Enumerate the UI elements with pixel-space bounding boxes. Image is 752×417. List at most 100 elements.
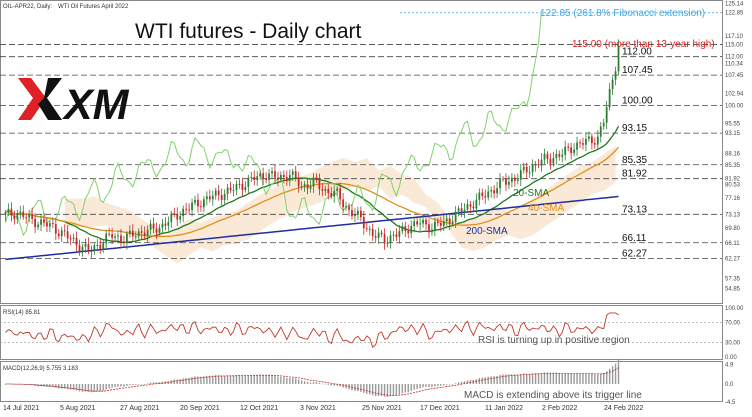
candle-body bbox=[208, 196, 211, 200]
price-tick-117.10: 117.10 bbox=[725, 34, 744, 40]
rsi-label: RSI(14) 85.81 bbox=[3, 310, 41, 316]
macd-histogram-bar bbox=[333, 384, 335, 386]
macd-histogram-bar bbox=[481, 377, 483, 384]
level-label-112.00: 112.00 bbox=[622, 47, 652, 58]
macd-histogram-bar bbox=[114, 384, 116, 388]
macd-histogram-bar bbox=[579, 373, 581, 384]
macd-histogram-bar bbox=[200, 376, 202, 384]
candle-body bbox=[460, 208, 463, 213]
macd-histogram-bar bbox=[451, 384, 454, 385]
candle-body bbox=[451, 221, 454, 224]
macd-histogram-bar bbox=[526, 373, 528, 384]
price-tick-77.16: 77.16 bbox=[725, 196, 741, 202]
candle-body bbox=[439, 222, 442, 226]
macd-histogram-bar bbox=[369, 384, 371, 395]
macd-histogram-bar bbox=[259, 374, 261, 384]
price-tick-110.34: 110.34 bbox=[725, 61, 744, 67]
candle-body bbox=[137, 231, 140, 237]
candle-body bbox=[478, 192, 481, 200]
macd-label: MACD(12,26,9) 5.755 3.183 bbox=[3, 366, 79, 372]
macd-histogram-bar bbox=[520, 374, 522, 384]
candle-body bbox=[28, 213, 31, 218]
macd-histogram-bar bbox=[540, 373, 543, 384]
candle-body bbox=[60, 230, 63, 237]
macd-histogram-bar bbox=[25, 384, 27, 385]
candle-body bbox=[10, 208, 13, 216]
candle-body bbox=[496, 188, 498, 194]
macd-histogram-bar bbox=[191, 377, 193, 384]
macd-histogram-bar bbox=[87, 384, 90, 393]
price-tick-93.15: 93.15 bbox=[725, 131, 741, 137]
candle-body bbox=[573, 149, 575, 154]
candle-body bbox=[265, 178, 267, 180]
macd-histogram-bar bbox=[179, 379, 181, 384]
candle-body bbox=[472, 206, 475, 209]
macd-histogram-bar bbox=[419, 384, 421, 389]
candle-body bbox=[197, 199, 199, 207]
candle-body bbox=[294, 171, 297, 179]
candle-body bbox=[392, 234, 395, 236]
price-tick-122.85: 122.85 bbox=[725, 11, 744, 17]
macd-panel-frame bbox=[0, 361, 723, 402]
macd-histogram-bar bbox=[72, 384, 75, 390]
candle-body bbox=[123, 241, 125, 244]
candle-body bbox=[90, 250, 93, 252]
macd-histogram-bar bbox=[617, 359, 620, 384]
candle-body bbox=[552, 158, 555, 164]
macd-histogram-bar bbox=[600, 373, 602, 384]
candle-body bbox=[131, 230, 134, 237]
macd-histogram-bar bbox=[188, 377, 190, 384]
candlesticks bbox=[4, 39, 620, 258]
candle-body bbox=[499, 178, 501, 189]
candle-body bbox=[445, 218, 448, 222]
macd-histogram-bar bbox=[318, 383, 321, 384]
candle-body bbox=[561, 154, 564, 157]
macd-histogram-bar bbox=[16, 384, 19, 385]
candle-body bbox=[567, 146, 570, 148]
macd-histogram-bar bbox=[582, 373, 584, 384]
candle-body bbox=[315, 177, 318, 180]
macd-histogram-bar bbox=[463, 381, 466, 384]
macd-histogram-bar bbox=[209, 375, 211, 384]
candle-body bbox=[475, 199, 478, 209]
candle-body bbox=[336, 188, 339, 191]
macd-histogram-bar bbox=[262, 375, 264, 384]
level-label-66.11: 66.11 bbox=[622, 233, 647, 244]
level-label-85.35: 85.35 bbox=[622, 155, 647, 166]
price-tick-62.27: 62.27 bbox=[725, 256, 741, 262]
candle-body bbox=[117, 235, 119, 237]
price-tick-100.00: 100.00 bbox=[725, 103, 744, 109]
candle-body bbox=[114, 236, 116, 238]
macd-histogram-bar bbox=[552, 373, 555, 384]
macd-histogram-bar bbox=[132, 384, 134, 385]
date-tick-27 Aug 2021: 27 Aug 2021 bbox=[120, 405, 159, 412]
candle-body bbox=[99, 244, 102, 249]
candle-body bbox=[416, 221, 419, 225]
rsi-tick-100.00: 100.00 bbox=[725, 306, 744, 312]
candle-body bbox=[555, 153, 558, 159]
candle-body bbox=[291, 171, 294, 175]
date-tick-12 Oct 2021: 12 Oct 2021 bbox=[240, 405, 278, 412]
macd-histogram-bar bbox=[537, 373, 540, 384]
macd-histogram-bar bbox=[141, 383, 143, 385]
macd-histogram-bar bbox=[81, 384, 84, 392]
macd-histogram-bar bbox=[289, 378, 291, 384]
macd-histogram-bar bbox=[28, 384, 30, 385]
macd-histogram-bar bbox=[564, 373, 566, 384]
macd-tick--4.5: -4.5 bbox=[725, 400, 736, 406]
candle-body bbox=[599, 126, 602, 137]
candle-body bbox=[505, 179, 507, 185]
macd-histogram-bar bbox=[514, 374, 516, 384]
candle-body bbox=[81, 246, 84, 252]
candle-body bbox=[428, 224, 430, 233]
macd-histogram-bar bbox=[591, 373, 593, 384]
candle-body bbox=[205, 196, 208, 200]
macd-histogram-bar bbox=[360, 384, 362, 392]
macd-histogram-bar bbox=[496, 375, 498, 384]
macd-histogram-bar bbox=[206, 375, 208, 384]
macd-histogram-bar bbox=[425, 384, 427, 387]
macd-histogram-bar bbox=[395, 384, 398, 396]
macd-histogram-bar bbox=[105, 384, 107, 390]
macd-histogram-bar bbox=[443, 384, 445, 386]
candle-body bbox=[374, 236, 377, 238]
